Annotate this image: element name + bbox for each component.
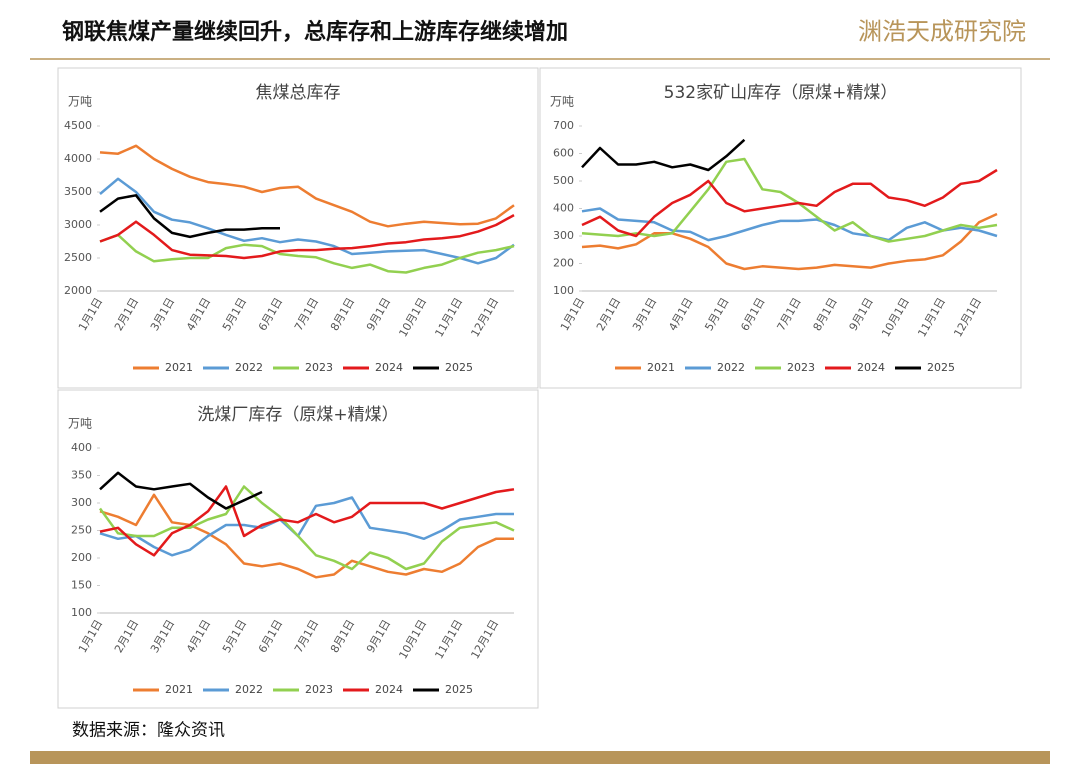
legend-label: 2021 bbox=[165, 361, 193, 374]
series-line bbox=[99, 214, 515, 260]
y-tick-label: 2500 bbox=[64, 251, 92, 264]
legend-label: 2021 bbox=[165, 683, 193, 696]
y-tick-label: 300 bbox=[553, 229, 574, 242]
series-line bbox=[581, 138, 746, 172]
series-line bbox=[99, 496, 514, 557]
series-line bbox=[581, 168, 998, 238]
y-tick-label: 300 bbox=[71, 496, 92, 509]
series-line bbox=[98, 485, 515, 571]
y-tick-label: 4000 bbox=[64, 152, 92, 165]
series-line bbox=[581, 207, 998, 242]
y-tick-label: 100 bbox=[553, 284, 574, 297]
y-tick-label: 100 bbox=[71, 606, 92, 619]
panel bbox=[57, 67, 539, 389]
y-tick-label: 2000 bbox=[64, 284, 92, 297]
y-axis-unit: 万吨 bbox=[550, 95, 574, 109]
y-tick-label: 250 bbox=[71, 524, 92, 537]
legend-label: 2022 bbox=[717, 361, 745, 374]
legend-label: 2024 bbox=[375, 361, 403, 374]
series-line bbox=[99, 194, 280, 239]
y-tick-label: 200 bbox=[553, 257, 574, 270]
chart-title: 532家矿山库存（原煤+精煤） bbox=[664, 83, 898, 103]
y-tick-label: 700 bbox=[553, 119, 574, 132]
legend-label: 2022 bbox=[235, 683, 263, 696]
series-line bbox=[99, 233, 515, 274]
panel bbox=[539, 67, 1022, 389]
y-tick-label: 200 bbox=[71, 551, 92, 564]
y-tick-label: 150 bbox=[71, 579, 92, 592]
y-tick-label: 4500 bbox=[64, 119, 92, 132]
slide-title: 钢联焦煤产量继续回升，总库存和上游库存继续增加 bbox=[62, 19, 568, 45]
series-line bbox=[99, 177, 515, 265]
y-tick-label: 600 bbox=[553, 147, 574, 160]
legend-label: 2023 bbox=[787, 361, 815, 374]
series-line bbox=[99, 485, 515, 557]
chart-title: 焦煤总库存 bbox=[256, 83, 341, 103]
legend-label: 2023 bbox=[305, 683, 333, 696]
legend-label: 2022 bbox=[235, 361, 263, 374]
y-tick-label: 400 bbox=[71, 441, 92, 454]
y-tick-label: 3000 bbox=[64, 218, 92, 231]
series-line bbox=[99, 144, 515, 228]
y-tick-label: 350 bbox=[71, 469, 92, 482]
legend-label: 2025 bbox=[445, 361, 473, 374]
series-line bbox=[99, 471, 263, 510]
y-tick-label: 500 bbox=[553, 174, 574, 187]
legend-label: 2025 bbox=[445, 683, 473, 696]
panel bbox=[57, 389, 539, 709]
legend-label: 2024 bbox=[375, 683, 403, 696]
y-axis-unit: 万吨 bbox=[68, 417, 92, 431]
legend-label: 2021 bbox=[647, 361, 675, 374]
legend-label: 2025 bbox=[927, 361, 955, 374]
logo: 渊浩天成研究院 bbox=[858, 18, 1026, 46]
legend-label: 2023 bbox=[305, 361, 333, 374]
series-line bbox=[581, 157, 998, 243]
chart-title: 洗煤厂库存（原煤+精煤） bbox=[197, 405, 398, 425]
y-tick-label: 400 bbox=[553, 202, 574, 215]
y-tick-label: 3500 bbox=[64, 185, 92, 198]
legend-label: 2024 bbox=[857, 361, 885, 374]
footer-bar bbox=[30, 751, 1050, 764]
y-axis-unit: 万吨 bbox=[68, 95, 92, 109]
series-line bbox=[99, 493, 514, 579]
source-note: 数据来源：隆众资讯 bbox=[72, 721, 225, 741]
